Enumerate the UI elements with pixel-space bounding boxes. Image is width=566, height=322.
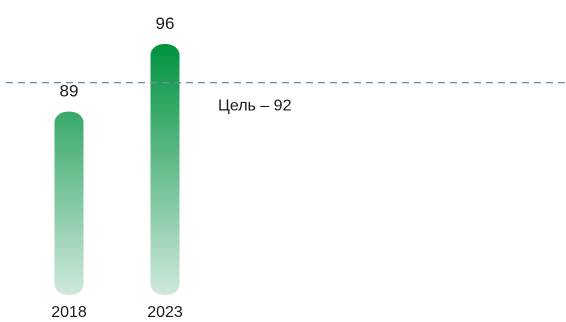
bar-2018 [54,111,84,295]
bar-2023 [150,44,180,295]
target-label: Цель – 92 [218,98,292,115]
x-tick-label: 2018 [51,304,87,321]
x-tick-label: 2023 [147,304,183,321]
bar-value-label: 89 [60,82,79,101]
bars-layer [54,44,180,295]
bar-value-label: 96 [156,14,175,33]
labels-layer: 89 2018 96 2023 [51,14,183,321]
